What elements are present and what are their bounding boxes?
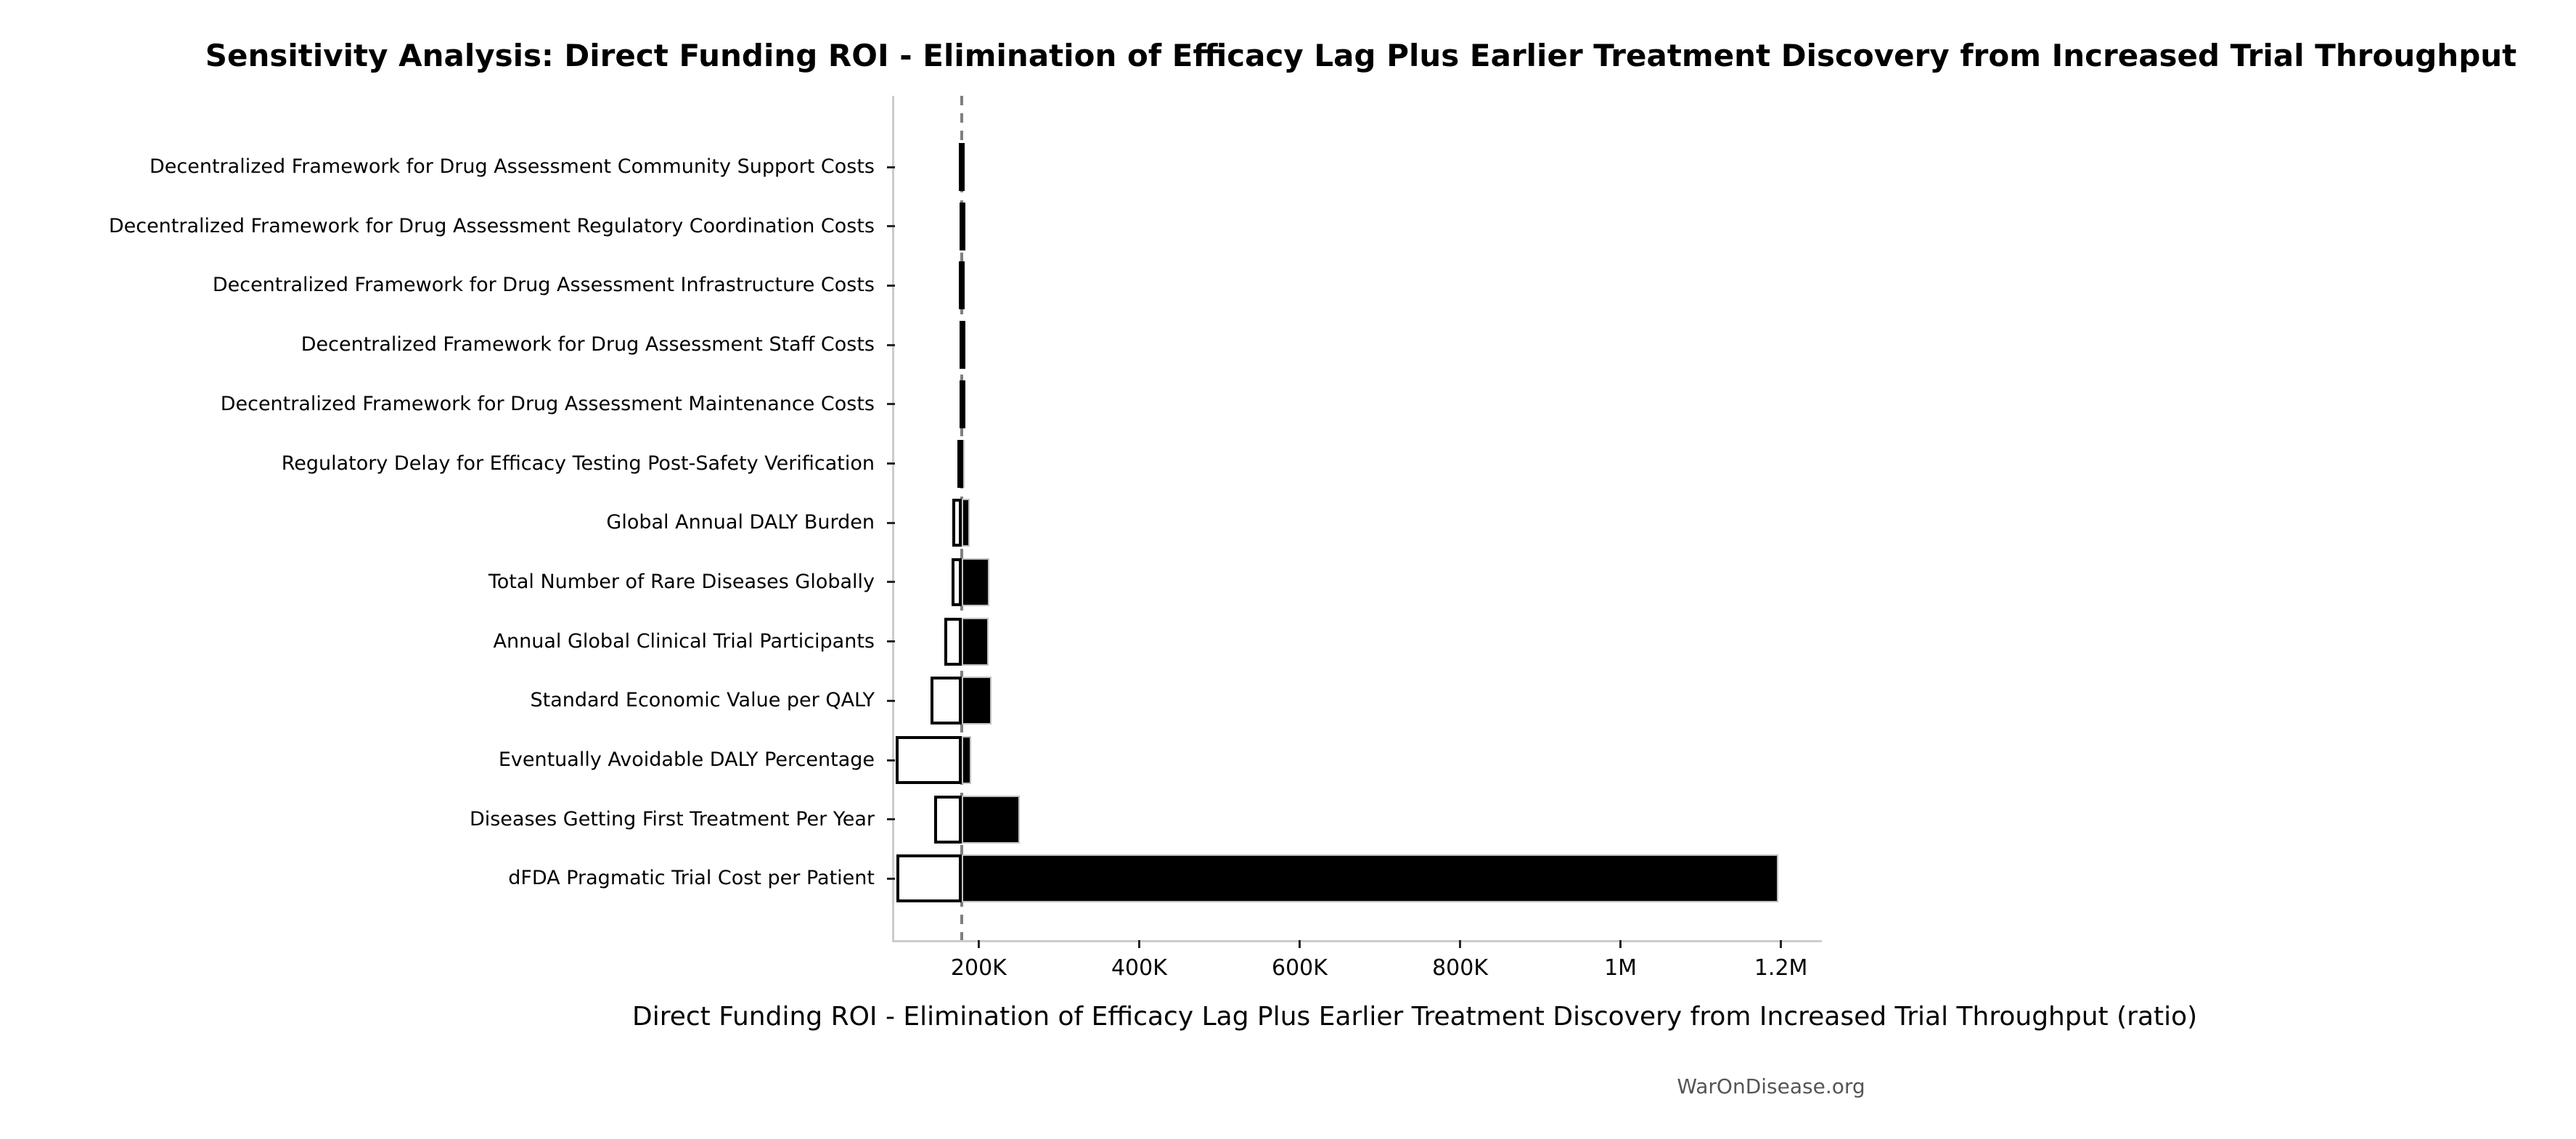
bar-low-segment	[930, 677, 962, 725]
bar-low-segment	[896, 854, 962, 903]
y-axis-label: Annual Global Clinical Trial Participant…	[493, 629, 875, 653]
x-tick-label: 1M	[1604, 955, 1637, 981]
x-tick-label: 800K	[1432, 955, 1488, 981]
bar-low-segment	[959, 321, 965, 370]
x-tick-mark	[1459, 940, 1462, 948]
x-axis-label: Direct Funding ROI - Elimination of Effi…	[632, 1002, 2198, 1032]
bar-high-segment	[961, 854, 1779, 903]
bar-low-segment	[959, 143, 965, 191]
y-tick-mark	[887, 877, 895, 880]
y-tick-mark	[887, 699, 895, 702]
y-axis-label: Decentralized Framework for Drug Assessm…	[108, 214, 875, 237]
x-tick-label: 200K	[950, 955, 1007, 981]
bar-low-segment	[957, 439, 964, 488]
bar-high-segment	[961, 499, 970, 547]
y-axis-label: Total Number of Rare Diseases Globally	[488, 570, 875, 593]
y-axis-label: Global Annual DALY Burden	[606, 511, 875, 534]
x-tick-label: 1.2M	[1754, 955, 1808, 981]
y-axis-label: dFDA Pragmatic Trial Cost per Patient	[508, 867, 875, 890]
y-tick-mark	[887, 521, 895, 524]
bar-high-segment	[961, 795, 1021, 844]
bar-high-segment	[961, 677, 992, 725]
x-tick-mark	[1619, 940, 1622, 948]
chart-title: Sensitivity Analysis: Direct Funding ROI…	[205, 38, 2517, 73]
bar-low-segment	[896, 736, 962, 784]
bar-low-segment	[959, 202, 965, 250]
watermark: WarOnDisease.org	[1677, 1074, 1865, 1098]
x-tick-mark	[1298, 940, 1301, 948]
y-tick-mark	[887, 403, 895, 406]
bar-low-segment	[959, 261, 965, 310]
y-tick-mark	[887, 818, 895, 821]
x-tick-mark	[1780, 940, 1783, 948]
y-axis-label: Regulatory Delay for Efficacy Testing Po…	[281, 452, 875, 475]
x-tick-label: 400K	[1111, 955, 1167, 981]
y-tick-mark	[887, 343, 895, 346]
bar-high-segment	[961, 736, 972, 784]
y-tick-mark	[887, 640, 895, 643]
y-axis-label: Standard Economic Value per QALY	[530, 689, 875, 712]
y-axis-label: Decentralized Framework for Drug Assessm…	[212, 274, 875, 297]
y-tick-mark	[887, 225, 895, 228]
y-axis-label: Diseases Getting First Treatment Per Yea…	[469, 807, 875, 830]
bar-low-segment	[951, 558, 962, 606]
y-axis-line	[892, 96, 894, 942]
x-tick-mark	[1137, 940, 1140, 948]
y-axis-label: Decentralized Framework for Drug Assessm…	[150, 155, 875, 178]
bar-low-segment	[933, 795, 962, 844]
bar-high-segment	[961, 558, 990, 606]
y-axis-label: Decentralized Framework for Drug Assessm…	[300, 333, 875, 356]
bar-low-segment	[952, 499, 962, 547]
x-tick-mark	[977, 940, 980, 948]
y-tick-mark	[887, 581, 895, 584]
y-tick-mark	[887, 284, 895, 287]
bar-high-segment	[961, 617, 989, 666]
bar-low-segment	[944, 617, 962, 666]
y-axis-label: Eventually Avoidable DALY Percentage	[498, 748, 875, 771]
y-tick-mark	[887, 166, 895, 168]
bar-low-segment	[960, 380, 966, 428]
x-axis-line	[892, 940, 1822, 942]
x-tick-label: 600K	[1272, 955, 1328, 981]
y-axis-label: Decentralized Framework for Drug Assessm…	[220, 392, 875, 415]
y-tick-mark	[887, 759, 895, 762]
y-tick-mark	[887, 462, 895, 465]
